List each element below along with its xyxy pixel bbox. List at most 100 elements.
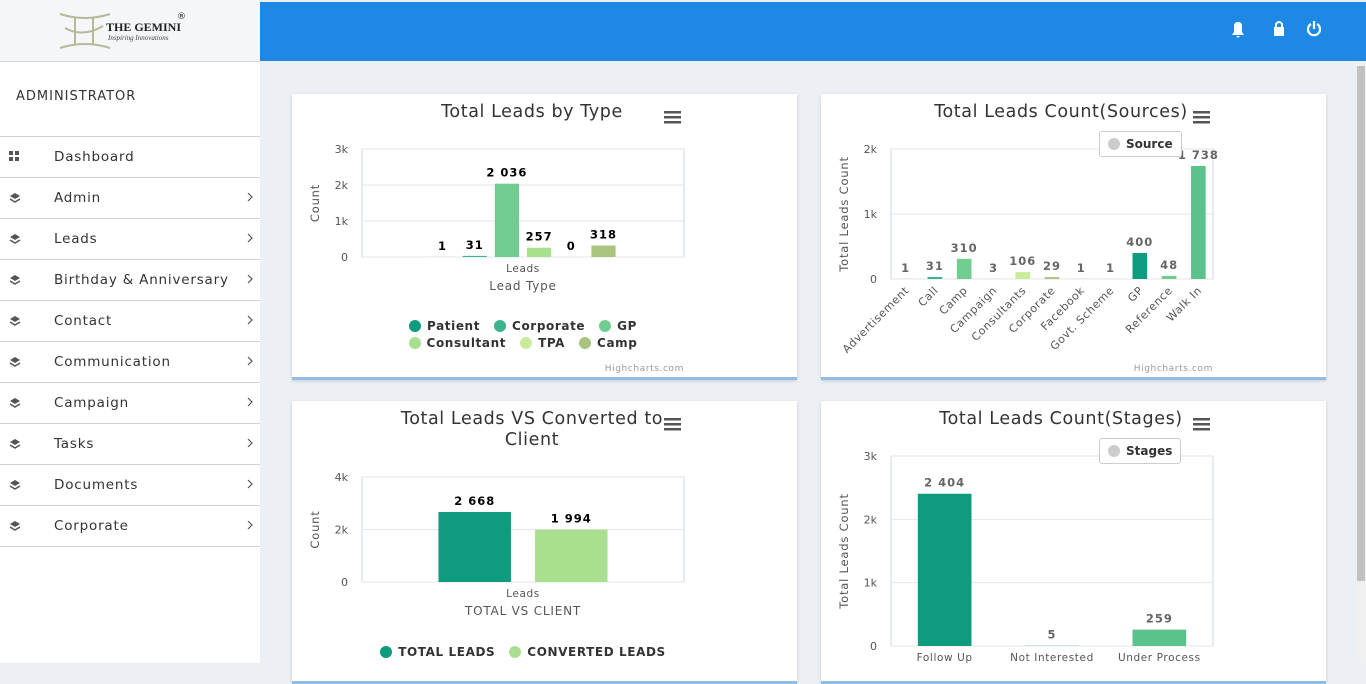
data-label: 1 994 <box>551 512 592 526</box>
lock-icon[interactable] <box>1274 22 1284 36</box>
logo: THE GEMINI ® Inspiring Innovations <box>0 0 260 62</box>
legend-item[interactable]: TPA <box>520 336 565 350</box>
legend-marker <box>599 320 611 332</box>
x-tick-label: Not Interested <box>1010 652 1094 664</box>
menu-item[interactable]: Communication <box>0 341 260 382</box>
legend-item[interactable]: Stages <box>1099 438 1181 464</box>
icon-layer <box>10 281 20 284</box>
icon-square <box>9 151 13 155</box>
legend-marker <box>520 337 532 349</box>
menu-bar <box>1193 116 1210 119</box>
chevron <box>246 192 254 202</box>
chart-menu[interactable] <box>1193 418 1210 431</box>
menu-bar <box>664 418 681 421</box>
scrollbar[interactable] <box>1356 62 1366 663</box>
legend-item[interactable]: TOTAL LEADS <box>380 645 495 659</box>
chevron <box>246 233 254 243</box>
menu-bar <box>664 121 681 124</box>
legend-item[interactable]: Camp <box>579 336 637 350</box>
menu-icon <box>9 438 21 450</box>
power-icon[interactable] <box>1308 21 1320 35</box>
legend-label: GP <box>617 319 637 333</box>
menu-item[interactable]: Documents <box>0 464 260 505</box>
icon-layer <box>10 398 20 404</box>
menu-icon <box>9 397 21 409</box>
legend-item[interactable]: Corporate <box>494 319 585 333</box>
menu-bar <box>1193 418 1210 421</box>
scroll-thumb[interactable] <box>1357 66 1365 581</box>
bar <box>438 512 510 582</box>
menu-item[interactable]: Campaign <box>0 382 260 423</box>
menu-label: Contact <box>54 313 112 329</box>
legend-marker <box>1108 138 1120 150</box>
menu-item[interactable]: Birthday & Anniversary <box>0 259 260 300</box>
legend-marker <box>494 320 506 332</box>
bell-icon[interactable] <box>1232 22 1244 38</box>
y-tick-label: 3k <box>335 143 349 156</box>
y-tick-label: 3k <box>864 450 878 463</box>
data-label: 318 <box>590 228 617 242</box>
data-label: 2 036 <box>486 166 527 180</box>
menu-label: Corporate <box>54 518 129 534</box>
icon-layer <box>10 199 20 202</box>
y-axis-title: Count <box>308 510 322 548</box>
legend-item[interactable]: Patient <box>409 319 480 333</box>
menu-icon <box>9 520 21 532</box>
icon-layer <box>10 275 20 281</box>
chevron-line <box>248 521 252 529</box>
data-label: 400 <box>1126 235 1153 249</box>
menu-item[interactable]: Dashboard <box>0 136 260 177</box>
data-label: 1 <box>901 261 910 275</box>
x-axis-title: Lead Type <box>489 279 556 293</box>
menu-label: Admin <box>54 190 101 206</box>
menu-item[interactable]: Tasks <box>0 423 260 464</box>
menu-item[interactable]: Corporate <box>0 505 260 547</box>
logo-mark: ® <box>177 12 186 22</box>
bar <box>495 184 519 257</box>
menu-icon <box>9 356 21 368</box>
data-label: 259 <box>1146 612 1173 626</box>
chevron-line <box>248 357 252 365</box>
role-label: ADMINISTRATOR <box>16 89 136 104</box>
chevron-line <box>248 316 252 324</box>
menu-item[interactable]: Leads <box>0 218 260 259</box>
legend-marker <box>579 337 591 349</box>
menu-item[interactable]: Admin <box>0 177 260 218</box>
chart-menu[interactable] <box>1193 111 1210 124</box>
y-tick-label: 2k <box>335 179 349 192</box>
legend-item[interactable]: GP <box>599 319 637 333</box>
legend-item[interactable]: Source <box>1099 131 1182 157</box>
chevron-line <box>248 398 252 406</box>
data-label: 310 <box>951 241 978 255</box>
data-label: 48 <box>1160 258 1178 272</box>
chevron-line <box>248 234 252 242</box>
menu-item[interactable]: Contact <box>0 300 260 341</box>
legend: TOTAL LEADS CONVERTED LEADS <box>362 645 684 659</box>
top-bar <box>260 2 1366 61</box>
y-tick-label: 2k <box>335 524 349 537</box>
legend-item[interactable]: CONVERTED LEADS <box>509 645 666 659</box>
menu-label: Birthday & Anniversary <box>54 272 229 288</box>
logo-name: THE GEMINI <box>106 20 181 35</box>
icon-square <box>15 151 19 155</box>
menu-icon <box>9 479 21 491</box>
chevron-line <box>248 480 252 488</box>
chart-menu[interactable] <box>664 418 681 431</box>
icon-layer <box>10 240 20 243</box>
chevron <box>246 315 254 325</box>
x-tick-label: Advertisement <box>840 284 912 356</box>
page: THE GEMINI ® Inspiring Innovations ADMIN… <box>0 0 1366 663</box>
data-label: 3 <box>989 261 998 275</box>
chart-menu[interactable] <box>664 111 681 124</box>
legend-marker <box>409 320 421 332</box>
x-tick-label: Call <box>916 284 941 309</box>
menu-bar <box>1193 111 1210 114</box>
menu-bar <box>664 116 681 119</box>
data-label: 106 <box>1009 254 1036 268</box>
bar <box>1015 272 1030 279</box>
legend-item[interactable]: Consultant <box>409 336 507 350</box>
